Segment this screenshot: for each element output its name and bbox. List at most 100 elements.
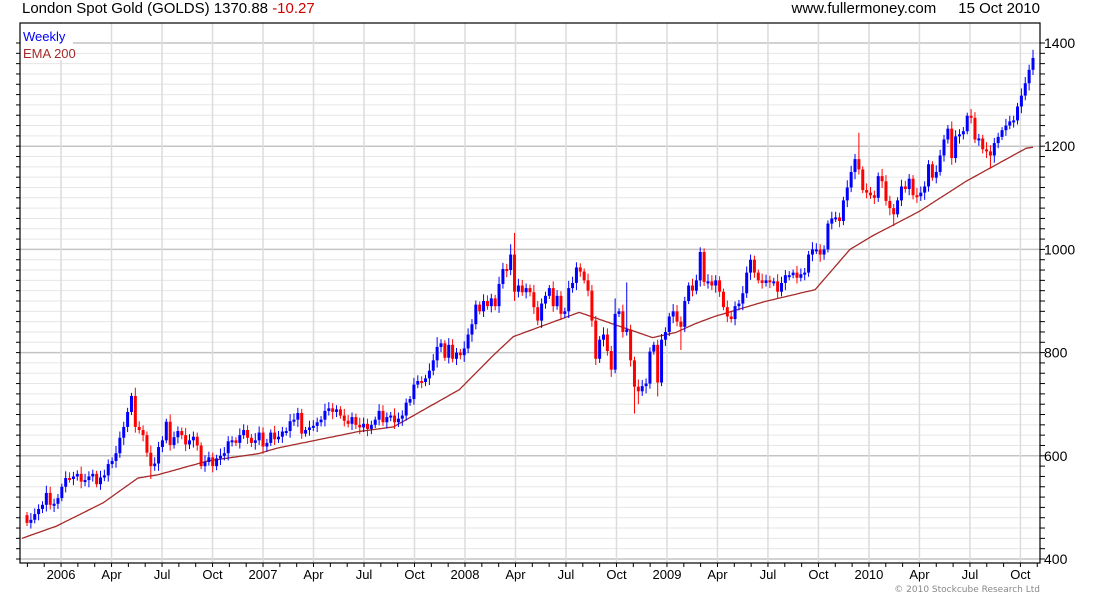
legend-ema: EMA 200 bbox=[23, 46, 76, 61]
candle-down bbox=[768, 280, 772, 283]
candle-down bbox=[133, 395, 137, 427]
candle-up bbox=[826, 223, 830, 250]
site-link[interactable]: www.fullermoney.com bbox=[791, 0, 937, 17]
candle-up bbox=[648, 351, 652, 384]
candle-up bbox=[427, 370, 431, 379]
candle-up bbox=[547, 288, 551, 296]
x-tick-label: Jul bbox=[154, 567, 171, 582]
candle-down bbox=[725, 307, 729, 317]
y-tick-label: 1200 bbox=[1044, 138, 1075, 154]
candle-up bbox=[114, 453, 118, 461]
candle-down bbox=[679, 321, 683, 327]
candle-down bbox=[756, 272, 760, 281]
candle-up bbox=[996, 136, 1000, 144]
candle-up bbox=[215, 458, 219, 467]
candle-up bbox=[44, 492, 48, 505]
candle-down bbox=[478, 304, 482, 312]
candle-up bbox=[37, 508, 41, 515]
candle-down bbox=[969, 115, 973, 118]
candle-down bbox=[300, 412, 304, 434]
candle-up bbox=[749, 259, 753, 273]
legend-weekly: Weekly bbox=[23, 29, 66, 44]
y-tick-label: 1000 bbox=[1044, 241, 1075, 257]
candle-up bbox=[810, 249, 814, 255]
candle-up bbox=[191, 436, 195, 441]
candle-up bbox=[350, 417, 354, 424]
candle-down bbox=[857, 159, 861, 170]
x-tick-label: Oct bbox=[606, 567, 627, 582]
candle-up bbox=[602, 334, 606, 340]
candle-up bbox=[574, 267, 578, 283]
x-tick-label: Oct bbox=[202, 567, 223, 582]
candle-down bbox=[632, 360, 636, 387]
candle-up bbox=[853, 159, 857, 172]
x-tick-label: 2010 bbox=[854, 567, 883, 582]
candle-up bbox=[567, 288, 571, 312]
candle-down bbox=[629, 329, 633, 361]
candle-up bbox=[157, 447, 161, 464]
candle-up bbox=[29, 519, 33, 523]
candle-up bbox=[876, 176, 880, 198]
candle-up bbox=[160, 440, 164, 448]
candle-up bbox=[304, 430, 308, 434]
candle-down bbox=[358, 424, 362, 428]
candle-up bbox=[942, 139, 946, 156]
candle-down bbox=[702, 251, 706, 282]
candle-up bbox=[822, 249, 826, 255]
candle-up bbox=[540, 303, 544, 321]
candle-down bbox=[605, 334, 609, 352]
x-tick-label: Apr bbox=[101, 567, 122, 582]
candle-up bbox=[625, 329, 629, 332]
candle-up bbox=[164, 421, 168, 441]
x-tick-label: Jul bbox=[356, 567, 373, 582]
candle-up bbox=[834, 217, 838, 220]
candle-up bbox=[965, 115, 969, 132]
candle-up bbox=[253, 440, 257, 443]
last-price: 1370.88 bbox=[213, 0, 269, 17]
candle-up bbox=[203, 461, 207, 467]
candle-up bbox=[447, 344, 451, 358]
candle-up bbox=[977, 138, 981, 141]
x-tick-label: Oct bbox=[1010, 567, 1031, 582]
candle-down bbox=[582, 271, 586, 281]
candle-down bbox=[559, 295, 563, 314]
candle-up bbox=[102, 475, 106, 478]
candle-down bbox=[365, 423, 369, 429]
candle-down bbox=[458, 352, 462, 356]
candle-up bbox=[462, 348, 466, 356]
candle-up bbox=[957, 134, 961, 137]
candle-down bbox=[168, 421, 172, 445]
candle-up bbox=[946, 128, 950, 140]
candle-up bbox=[780, 282, 783, 292]
candle-down bbox=[211, 457, 215, 467]
candle-up bbox=[671, 311, 675, 317]
candle-up bbox=[841, 200, 845, 222]
candle-down bbox=[776, 281, 780, 292]
candle-down bbox=[729, 316, 733, 320]
candle-down bbox=[249, 437, 253, 443]
candle-down bbox=[981, 138, 985, 150]
candle-up bbox=[482, 301, 486, 312]
candle-up bbox=[497, 283, 501, 307]
candle-up bbox=[71, 476, 75, 480]
candle-up bbox=[663, 331, 667, 340]
candle-up bbox=[571, 282, 575, 289]
candle-up bbox=[474, 304, 478, 325]
candle-down bbox=[145, 435, 149, 453]
candle-up bbox=[188, 440, 192, 445]
candle-up bbox=[896, 200, 900, 215]
candle-up bbox=[172, 437, 176, 445]
candle-up bbox=[555, 295, 559, 307]
candle-down bbox=[892, 208, 896, 215]
copyright: © 2010 Stockcube Research Ltd bbox=[894, 585, 1040, 595]
candle-up bbox=[733, 306, 737, 320]
candle-up bbox=[694, 280, 698, 291]
candle-down bbox=[199, 445, 203, 467]
plot-frame bbox=[19, 22, 1041, 564]
candle-down bbox=[838, 217, 842, 222]
candle-up bbox=[764, 280, 768, 283]
candle-down bbox=[930, 164, 934, 178]
x-tick-label: Apr bbox=[909, 567, 930, 582]
candle-up bbox=[87, 476, 91, 481]
candle-down bbox=[865, 190, 869, 193]
